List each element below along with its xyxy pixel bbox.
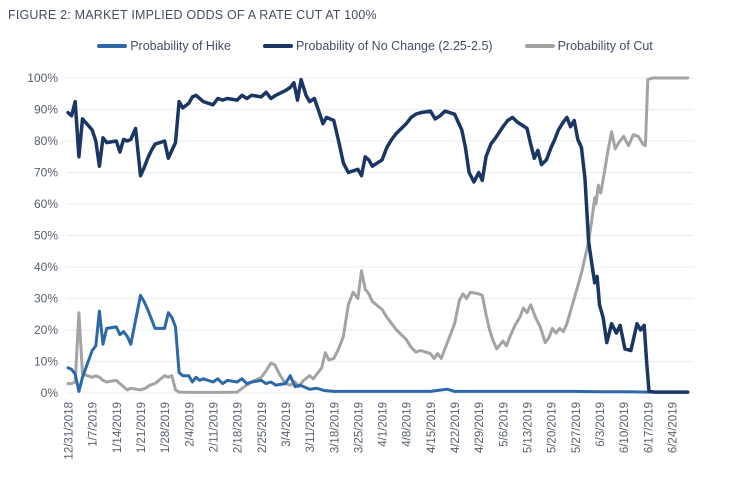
x-axis-label: 1/21/2019 <box>136 402 148 453</box>
legend-line-swatch-cut <box>524 43 555 49</box>
y-axis-label: 30% <box>34 292 58 306</box>
x-axis-label: 3/4/2019 <box>281 402 293 447</box>
legend-line-swatch-no-change <box>262 43 293 49</box>
chart-legend: Probability of Hike Probability of No Cha… <box>0 39 750 53</box>
x-axis-label: 4/1/2019 <box>378 402 390 447</box>
x-axis-label: 2/11/2019 <box>209 402 221 452</box>
y-axis-label: 10% <box>34 355 58 369</box>
series-line-cut <box>66 76 690 394</box>
y-axis-label: 100% <box>27 71 58 85</box>
legend-item-hike: Probability of Hike <box>97 39 231 53</box>
x-axis-label: 3/18/2019 <box>329 402 341 453</box>
x-axis-label: 4/8/2019 <box>402 402 414 447</box>
y-axis-label: 60% <box>34 197 58 211</box>
x-axis-label: 12/31/2018 <box>64 402 76 460</box>
y-axis-label: 80% <box>34 134 58 148</box>
x-axis-label: 5/6/2019 <box>498 402 510 447</box>
y-axis-label: 20% <box>34 323 58 337</box>
legend-label: Probability of Hike <box>130 39 231 53</box>
x-axis-label: 4/15/2019 <box>426 402 438 453</box>
x-axis-label: 6/24/2019 <box>668 402 680 453</box>
legend-label: Probability of Cut <box>557 39 653 53</box>
legend-line-swatch-hike <box>97 43 128 49</box>
y-axis-label: 90% <box>34 103 58 117</box>
y-axis-label: 0% <box>41 386 59 400</box>
x-axis-label: 5/20/2019 <box>547 402 559 453</box>
x-axis-label: 2/18/2019 <box>233 402 245 453</box>
x-axis-label: 6/10/2019 <box>619 402 631 453</box>
legend-item-cut: Probability of Cut <box>524 39 653 53</box>
legend-label: Probability of No Change (2.25-2.5) <box>295 39 493 53</box>
x-axis-label: 2/25/2019 <box>257 402 269 453</box>
series-line-hike <box>66 293 690 394</box>
series-line-no-change <box>66 77 690 394</box>
y-axis-label: 40% <box>34 260 58 274</box>
x-axis-label: 6/17/2019 <box>643 402 655 453</box>
x-axis-label: 4/22/2019 <box>450 402 462 453</box>
y-axis-label: 70% <box>34 166 58 180</box>
x-axis-label: 1/28/2019 <box>160 402 172 453</box>
x-axis-label: 3/25/2019 <box>353 402 365 453</box>
x-axis-label: 3/11/2019 <box>305 402 317 452</box>
x-axis-label: 5/27/2019 <box>571 402 583 453</box>
legend-item-no-change: Probability of No Change (2.25-2.5) <box>262 39 493 53</box>
x-axis-label: 4/29/2019 <box>474 402 486 453</box>
figure-title: FIGURE 2: MARKET IMPLIED ODDS OF A RATE … <box>8 8 377 22</box>
x-axis-label: 1/14/2019 <box>112 402 124 453</box>
x-axis-label: 5/13/2019 <box>523 402 535 453</box>
x-axis-label: 2/4/2019 <box>184 402 196 447</box>
x-axis-label: 6/3/2019 <box>595 402 607 447</box>
x-axis-label: 1/7/2019 <box>88 402 100 447</box>
y-axis-label: 50% <box>34 229 58 243</box>
